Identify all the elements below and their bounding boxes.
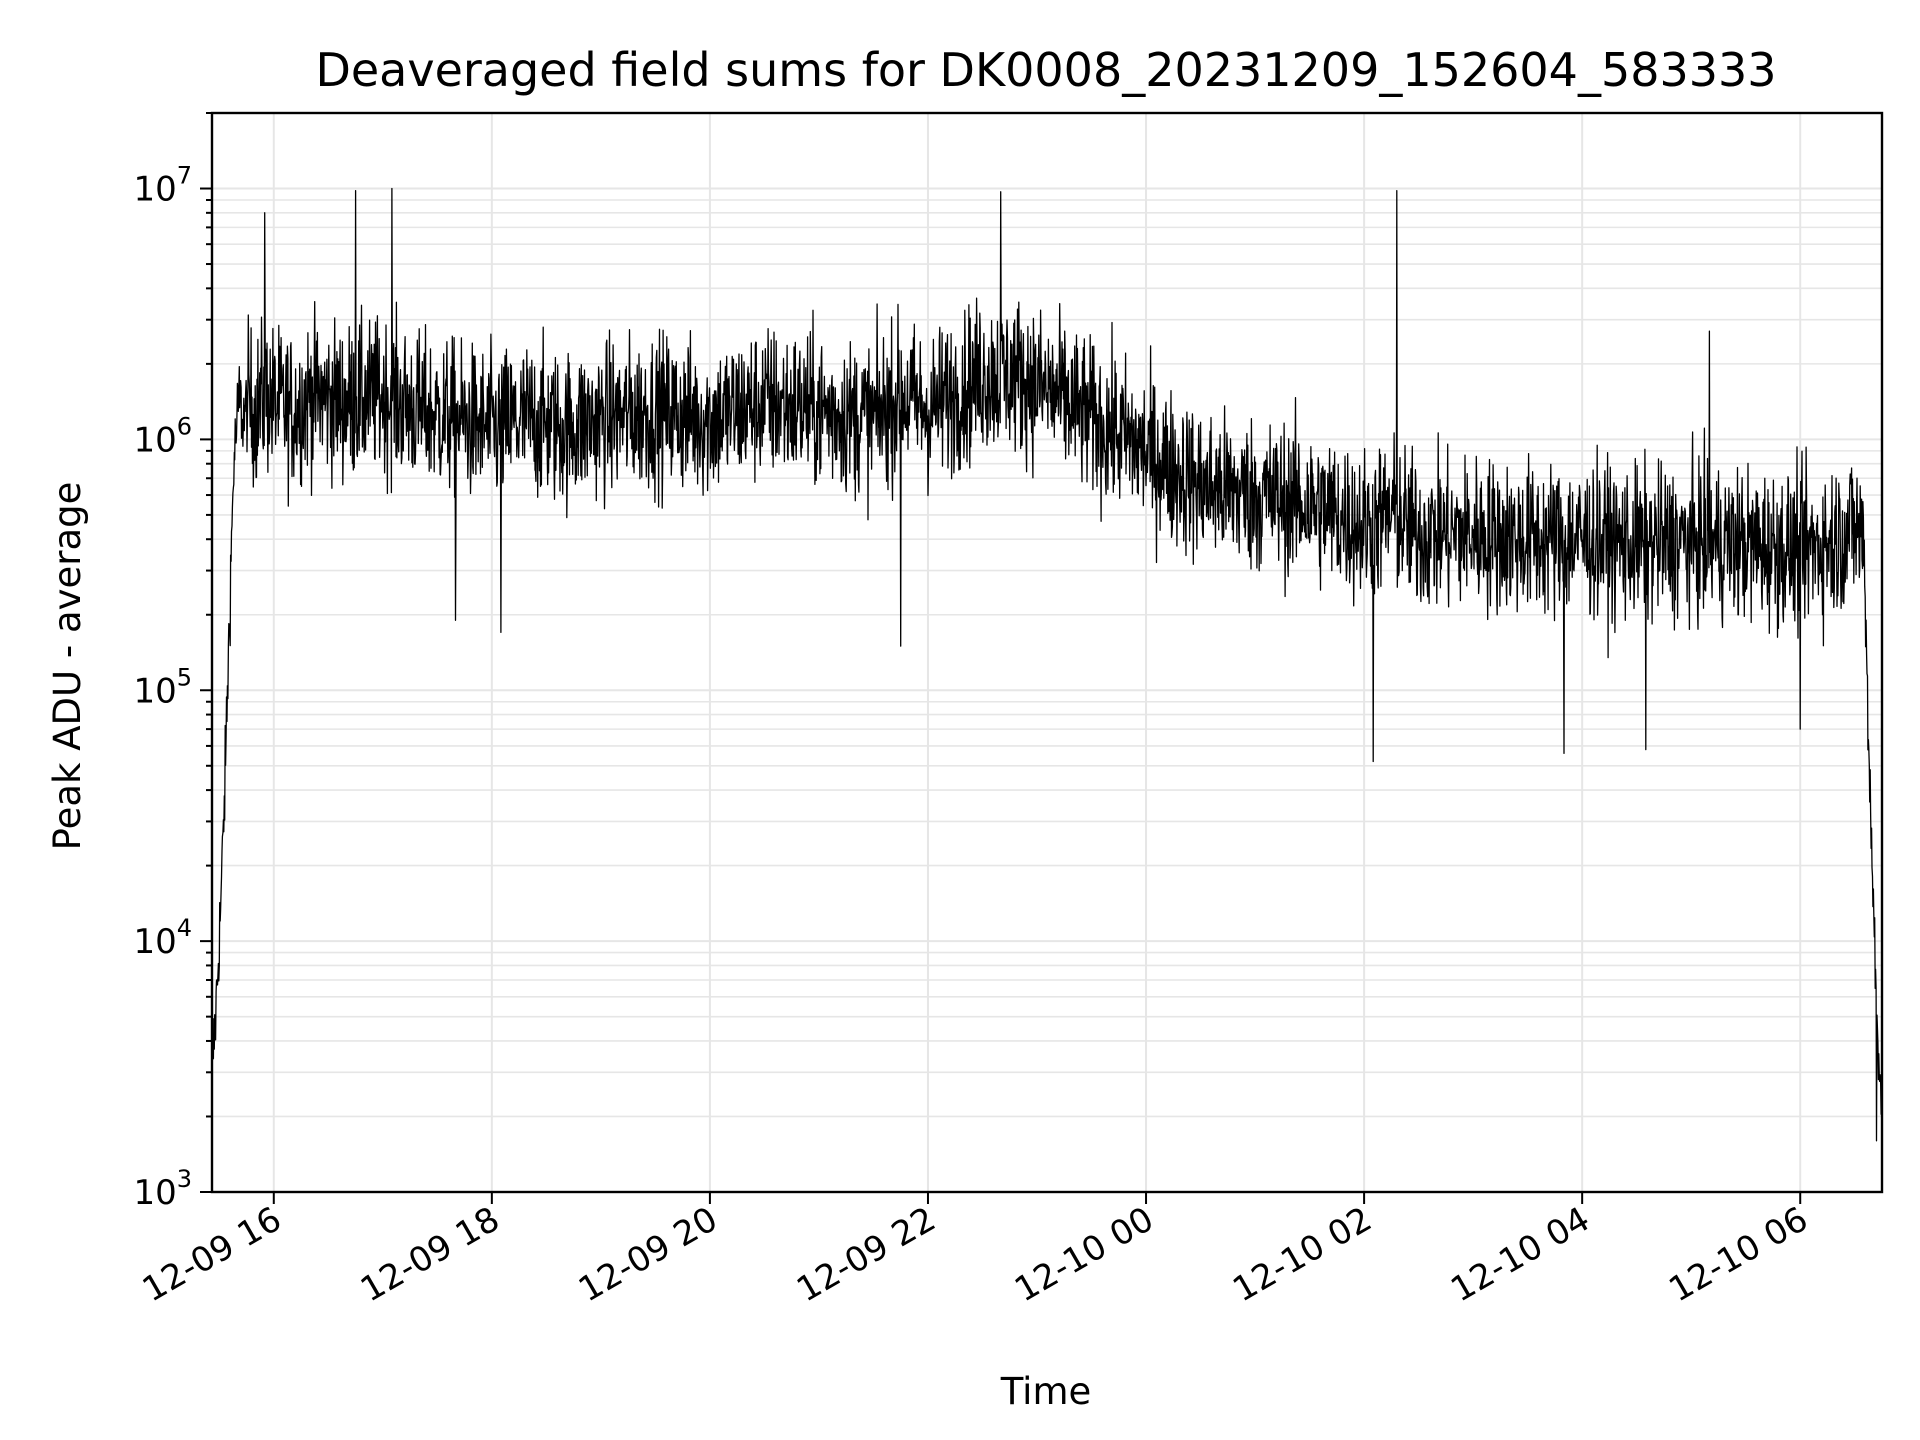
y-tick-label: 105 (133, 663, 192, 711)
y-tick-label: 103 (133, 1165, 192, 1213)
y-tick-label: 106 (133, 412, 192, 460)
series-line (211, 187, 1883, 1142)
y-axis-label: Peak ADU - average (46, 482, 89, 851)
y-tick-label: 107 (133, 162, 192, 210)
x-axis-label: Time (1000, 1370, 1092, 1413)
y-tick-label: 104 (133, 914, 192, 962)
series-layer (211, 187, 1883, 1142)
chart-title: Deaveraged field sums for DK0008_2023120… (315, 43, 1776, 97)
plot-frame (210, 111, 1884, 1194)
